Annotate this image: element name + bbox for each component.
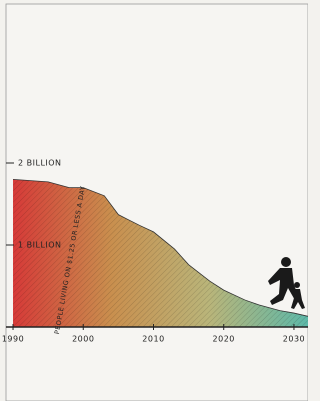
x-tick-label: 2000: [72, 335, 94, 344]
page: {"chart_data": {"type": "area", "annotat…: [0, 0, 308, 401]
x-tick-label: 2030: [283, 335, 305, 344]
x-tick-label: 2020: [213, 335, 235, 344]
x-tick-label: 1990: [2, 335, 24, 344]
x-tick-label: 2010: [142, 335, 164, 344]
y-tick-label: 1 BILLION: [18, 241, 62, 250]
y-tick-label: 2 BILLION: [18, 159, 62, 168]
